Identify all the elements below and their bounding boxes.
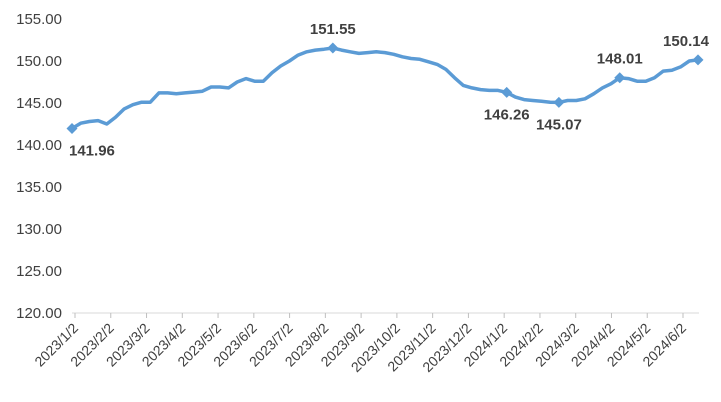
data-label: 151.55 xyxy=(310,21,356,38)
y-tick-label: 140.00 xyxy=(16,137,62,154)
x-axis: 2023/1/22023/2/22023/3/22023/4/22023/5/2… xyxy=(31,312,699,375)
data-label: 146.26 xyxy=(484,106,530,123)
y-tick-label: 155.00 xyxy=(16,11,62,28)
y-tick-label: 145.00 xyxy=(16,95,62,112)
plot-area xyxy=(66,42,704,135)
data-point-marker xyxy=(327,42,339,54)
y-tick-label: 135.00 xyxy=(16,179,62,196)
data-point-marker xyxy=(553,96,565,108)
data-point-marker xyxy=(692,54,704,66)
data-point-marker xyxy=(66,123,78,135)
data-label: 141.96 xyxy=(69,143,115,160)
y-tick-label: 130.00 xyxy=(16,221,62,238)
data-label: 150.14 xyxy=(663,33,710,50)
y-tick-label: 150.00 xyxy=(16,53,62,70)
y-tick-label: 120.00 xyxy=(16,305,62,322)
y-axis: 120.00 125.00 130.00 135.00 140.00 145.00 150.… xyxy=(16,11,62,322)
data-label: 145.07 xyxy=(536,116,582,133)
data-point-marker xyxy=(501,86,513,98)
series-line xyxy=(70,46,700,131)
data-point-marker xyxy=(614,72,626,84)
y-tick-label: 125.00 xyxy=(16,263,62,280)
data-labels: 141.96 151.55 146.26 145.07 148.01 150.14 xyxy=(69,21,710,160)
data-label: 148.01 xyxy=(597,51,643,68)
